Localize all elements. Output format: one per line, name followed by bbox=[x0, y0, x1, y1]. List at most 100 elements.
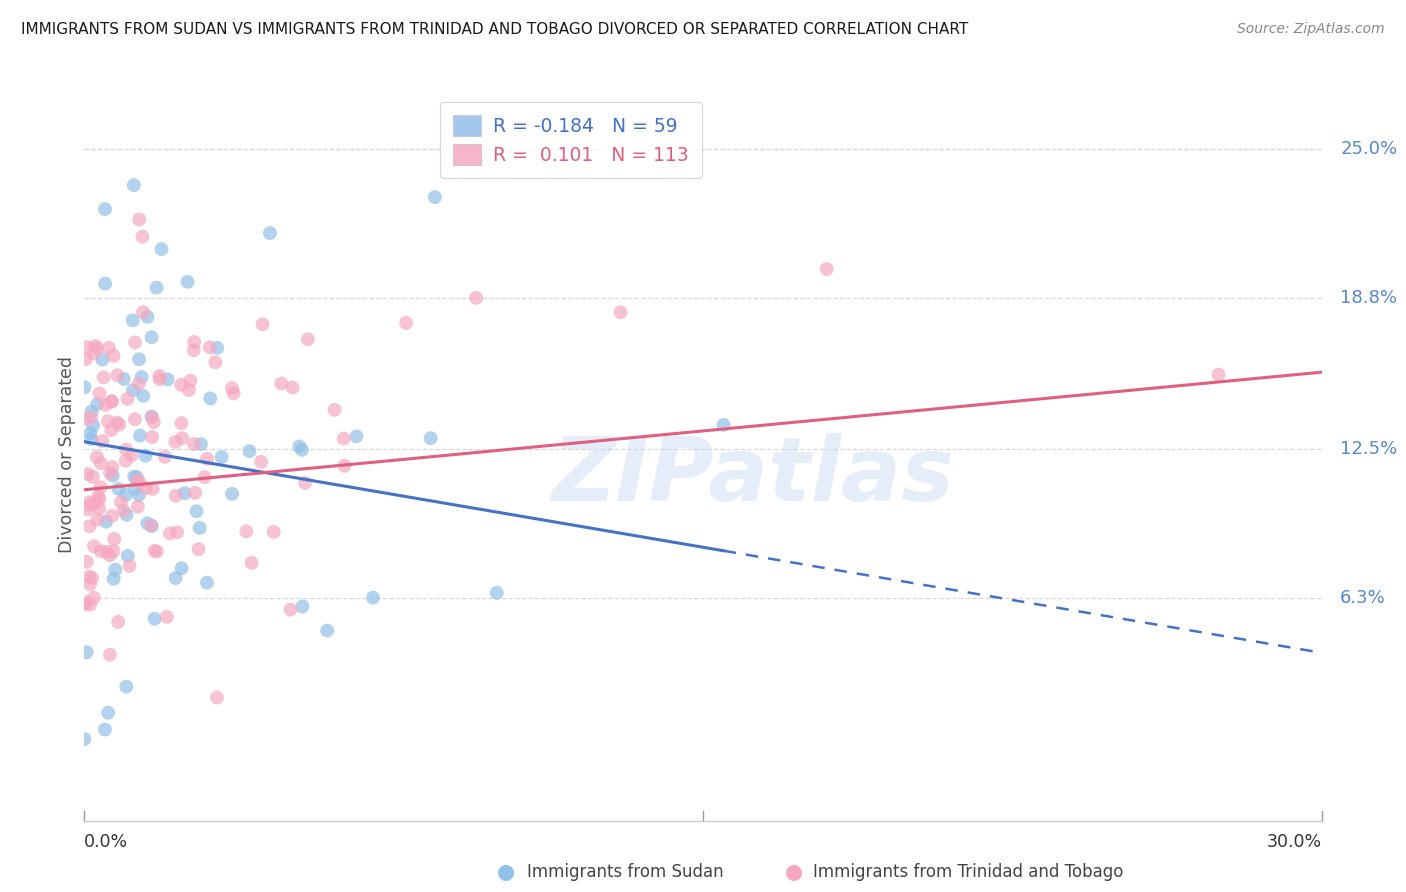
Point bbox=[73, 380, 96, 394]
Point bbox=[77, 467, 100, 481]
Point bbox=[128, 376, 150, 391]
Point bbox=[86, 512, 108, 526]
Point bbox=[77, 495, 100, 509]
Point bbox=[94, 202, 117, 216]
Point bbox=[143, 612, 166, 626]
Point bbox=[183, 334, 205, 349]
Point bbox=[90, 480, 112, 494]
Point bbox=[183, 437, 205, 451]
Point bbox=[80, 571, 103, 585]
Point bbox=[281, 380, 304, 394]
Point bbox=[114, 488, 136, 502]
Point bbox=[84, 496, 107, 510]
Point bbox=[141, 409, 163, 424]
Point bbox=[136, 516, 159, 531]
Point bbox=[195, 451, 218, 466]
Text: 12.5%: 12.5% bbox=[1340, 440, 1398, 458]
Point bbox=[76, 555, 98, 569]
Point bbox=[263, 524, 285, 539]
Point bbox=[73, 412, 96, 426]
Point bbox=[112, 372, 135, 386]
Text: 30.0%: 30.0% bbox=[1267, 832, 1322, 851]
Point bbox=[101, 508, 124, 523]
Point bbox=[609, 305, 631, 319]
Point bbox=[80, 410, 103, 425]
Point bbox=[176, 275, 198, 289]
Point bbox=[148, 369, 170, 384]
Point bbox=[136, 310, 159, 324]
Point bbox=[89, 501, 111, 516]
Point bbox=[1208, 368, 1230, 382]
Point bbox=[128, 475, 150, 490]
Point bbox=[73, 598, 96, 612]
Point bbox=[101, 394, 124, 409]
Point bbox=[117, 549, 139, 563]
Point bbox=[107, 615, 129, 629]
Point bbox=[75, 595, 97, 609]
Point bbox=[145, 280, 167, 294]
Point bbox=[221, 487, 243, 501]
Point bbox=[150, 242, 173, 256]
Point bbox=[141, 430, 163, 444]
Point bbox=[190, 437, 212, 451]
Point bbox=[91, 434, 114, 449]
Point bbox=[115, 442, 138, 457]
Point bbox=[98, 549, 121, 563]
Point bbox=[222, 386, 245, 401]
Point bbox=[94, 515, 117, 529]
Point bbox=[291, 599, 314, 614]
Point bbox=[82, 418, 104, 433]
Point bbox=[86, 450, 108, 465]
Text: IMMIGRANTS FROM SUDAN VS IMMIGRANTS FROM TRINIDAD AND TOBAGO DIVORCED OR SEPARAT: IMMIGRANTS FROM SUDAN VS IMMIGRANTS FROM… bbox=[21, 22, 969, 37]
Point bbox=[183, 343, 205, 358]
Point bbox=[80, 432, 103, 446]
Point bbox=[125, 470, 148, 484]
Point bbox=[87, 490, 110, 504]
Point bbox=[128, 212, 150, 227]
Point bbox=[94, 398, 117, 412]
Point bbox=[83, 539, 105, 553]
Text: ●: ● bbox=[786, 863, 803, 882]
Point bbox=[79, 519, 101, 533]
Point bbox=[205, 341, 228, 355]
Point bbox=[107, 482, 129, 496]
Point bbox=[270, 376, 292, 391]
Point bbox=[97, 414, 120, 428]
Point bbox=[91, 352, 114, 367]
Point bbox=[165, 571, 187, 585]
Text: 0.0%: 0.0% bbox=[84, 832, 128, 851]
Point bbox=[188, 521, 211, 535]
Point bbox=[165, 489, 187, 503]
Point bbox=[166, 525, 188, 540]
Point bbox=[93, 370, 115, 384]
Point bbox=[205, 690, 228, 705]
Point bbox=[135, 481, 157, 495]
Point bbox=[112, 503, 135, 517]
Point bbox=[180, 374, 202, 388]
Point bbox=[252, 317, 274, 331]
Point bbox=[103, 544, 125, 558]
Point bbox=[90, 456, 112, 470]
Point bbox=[76, 645, 98, 659]
Point bbox=[100, 423, 122, 437]
Point bbox=[465, 291, 488, 305]
Point bbox=[194, 470, 217, 484]
Point bbox=[97, 341, 120, 355]
Point bbox=[75, 352, 97, 367]
Point bbox=[86, 397, 108, 411]
Point bbox=[297, 332, 319, 346]
Point bbox=[395, 316, 418, 330]
Point bbox=[105, 368, 128, 383]
Point bbox=[211, 450, 233, 464]
Point bbox=[221, 381, 243, 395]
Point bbox=[333, 458, 356, 473]
Point bbox=[141, 519, 163, 533]
Point bbox=[110, 495, 132, 509]
Point bbox=[131, 229, 153, 244]
Point bbox=[259, 226, 281, 240]
Point bbox=[141, 409, 163, 424]
Point bbox=[76, 502, 98, 516]
Text: Immigrants from Trinidad and Tobago: Immigrants from Trinidad and Tobago bbox=[813, 863, 1123, 881]
Point bbox=[204, 355, 226, 369]
Point bbox=[291, 442, 314, 457]
